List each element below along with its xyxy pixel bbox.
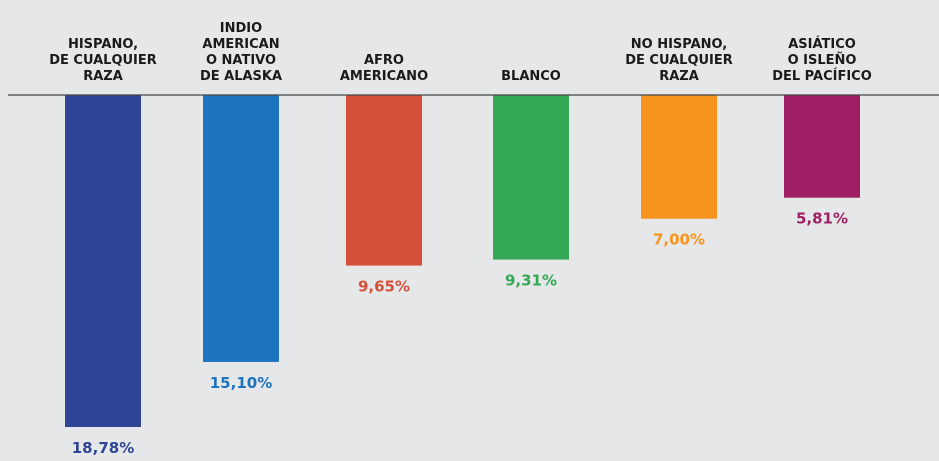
bar	[346, 95, 422, 266]
category-label: AMERICAN	[202, 37, 279, 52]
category-label: DE ALASKA	[200, 69, 282, 84]
category-label: ASIÁTICO	[788, 36, 856, 52]
category-label: AFRO	[364, 53, 404, 68]
value-label: 7,00%	[653, 231, 705, 249]
bar	[203, 95, 279, 362]
bar	[784, 95, 860, 198]
category-label: HISPANO,	[68, 37, 138, 52]
category-label: DEL PACÍFICO	[772, 68, 872, 84]
category-label: O NATIVO	[206, 53, 276, 68]
value-label: 9,31%	[505, 272, 557, 290]
category-label: AMERICANO	[340, 69, 428, 84]
value-label: 18,78%	[72, 439, 134, 457]
category-label: DE CUALQUIER	[625, 53, 733, 68]
value-label: 5,81%	[796, 210, 848, 228]
value-label: 9,65%	[358, 278, 410, 296]
category-label: RAZA	[659, 69, 699, 84]
category-label: RAZA	[83, 69, 123, 84]
bar	[641, 95, 717, 219]
category-label: INDIO	[220, 21, 262, 36]
category-label: DE CUALQUIER	[49, 53, 157, 68]
category-label: NO HISPANO,	[631, 37, 728, 52]
bar	[493, 95, 569, 260]
category-label: O ISLEÑO	[788, 52, 857, 68]
bar	[65, 95, 141, 427]
value-label: 15,10%	[210, 374, 272, 392]
category-label: BLANCO	[501, 69, 561, 84]
